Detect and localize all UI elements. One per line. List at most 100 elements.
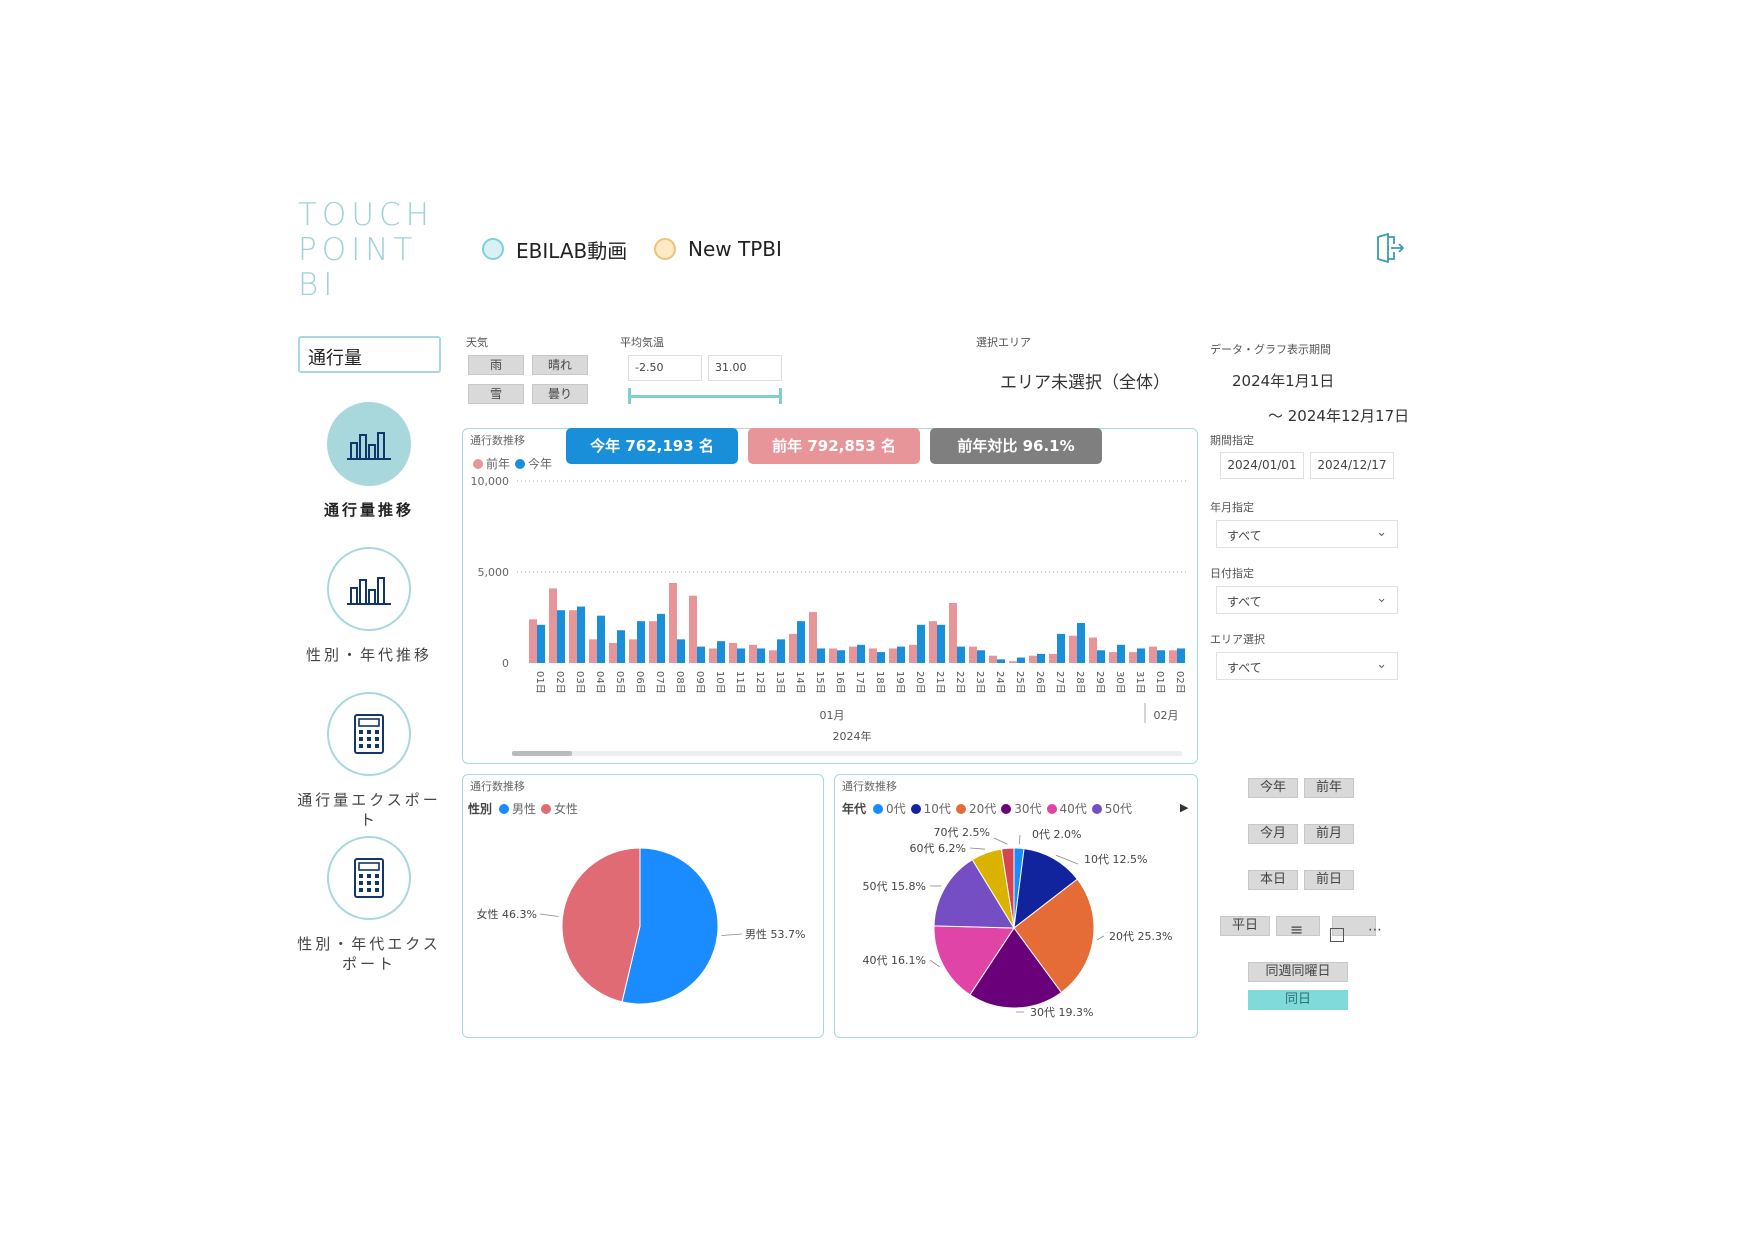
range-end-input[interactable]: 2024/12/17 <box>1310 452 1394 479</box>
ebilab-video-link[interactable]: EBILAB動画 <box>482 234 627 264</box>
slice-age-30[interactable] <box>969 927 1063 1009</box>
weather-cloudy-button[interactable]: 曇り <box>532 384 588 404</box>
bar-last-year[interactable] <box>989 655 997 663</box>
today-button[interactable]: 本日 <box>1248 870 1298 890</box>
bar-this-year[interactable] <box>717 641 725 663</box>
new-tpbi-link[interactable]: New TPBI <box>654 234 782 264</box>
bar-last-year[interactable] <box>549 588 557 663</box>
bar-last-year[interactable] <box>1089 637 1097 663</box>
bar-last-year[interactable] <box>1069 635 1077 663</box>
bar-this-year[interactable] <box>937 624 945 663</box>
bar-this-year[interactable] <box>837 650 845 663</box>
bar-last-year[interactable] <box>729 642 737 663</box>
bar-this-year[interactable] <box>1157 650 1165 663</box>
bar-last-year[interactable] <box>829 648 837 663</box>
nav-traffic-trend[interactable]: 通行量推移 <box>294 402 444 520</box>
bar-this-year[interactable] <box>597 615 605 663</box>
horizontal-scrollbar[interactable] <box>512 751 1182 756</box>
exit-icon[interactable] <box>1376 233 1404 263</box>
last-month-button[interactable]: 前月 <box>1304 824 1354 844</box>
bar-this-year[interactable] <box>657 613 665 663</box>
slice-age-40[interactable] <box>933 925 1015 996</box>
slice-age-50[interactable] <box>933 859 1015 929</box>
bar-this-year[interactable] <box>797 621 805 663</box>
temperature-max-input[interactable]: 31.00 <box>708 355 782 381</box>
bar-this-year[interactable] <box>577 606 585 663</box>
bar-this-year[interactable] <box>1017 657 1025 663</box>
range-start-input[interactable]: 2024/01/01 <box>1220 452 1304 479</box>
bar-last-year[interactable] <box>629 639 637 663</box>
last-year-button[interactable]: 前年 <box>1304 778 1354 798</box>
bar-last-year[interactable] <box>1029 655 1037 663</box>
bar-this-year[interactable] <box>957 646 965 663</box>
slider-handle-max[interactable] <box>779 388 782 404</box>
bar-last-year[interactable] <box>909 644 917 663</box>
temperature-min-input[interactable]: -2.50 <box>628 355 702 381</box>
temperature-slider[interactable] <box>630 395 782 398</box>
this-month-button[interactable]: 今月 <box>1248 824 1298 844</box>
slice-age-70[interactable] <box>1000 847 1015 929</box>
obscured-button[interactable] <box>1276 916 1320 936</box>
metric-select[interactable]: 通行量 <box>298 336 441 373</box>
bar-this-year[interactable] <box>677 639 685 663</box>
weekday-button[interactable]: 平日 <box>1220 916 1270 936</box>
bar-this-year[interactable] <box>697 646 705 663</box>
bar-this-year[interactable] <box>1117 644 1125 663</box>
bar-this-year[interactable] <box>817 648 825 663</box>
bar-this-year[interactable] <box>1057 633 1065 663</box>
area-select-dropdown[interactable]: すべて ⌄ <box>1216 652 1398 680</box>
slice-female[interactable] <box>561 847 641 1003</box>
bar-last-year[interactable] <box>949 602 957 663</box>
bar-this-year[interactable] <box>897 646 905 663</box>
bar-this-year[interactable] <box>857 644 865 663</box>
legend-next-icon[interactable]: ▶ <box>1180 801 1189 814</box>
bar-last-year[interactable] <box>529 619 537 663</box>
bar-this-year[interactable] <box>1037 653 1045 663</box>
bar-this-year[interactable] <box>997 659 1005 663</box>
bar-last-year[interactable] <box>689 595 697 663</box>
day-dropdown[interactable]: すべて ⌄ <box>1216 586 1398 614</box>
scrollbar-thumb[interactable] <box>512 751 572 756</box>
this-year-button[interactable]: 今年 <box>1248 778 1298 798</box>
bar-this-year[interactable] <box>637 621 645 663</box>
yesterday-button[interactable]: 前日 <box>1304 870 1354 890</box>
bar-this-year[interactable] <box>617 630 625 663</box>
year-month-dropdown[interactable]: すべて ⌄ <box>1216 520 1398 548</box>
bar-this-year[interactable] <box>1137 648 1145 663</box>
slice-male[interactable] <box>621 847 719 1005</box>
bar-this-year[interactable] <box>557 610 565 663</box>
slice-age-20[interactable] <box>1013 878 1095 994</box>
bar-last-year[interactable] <box>1049 653 1057 663</box>
bar-last-year[interactable] <box>569 610 577 663</box>
bar-last-year[interactable] <box>749 644 757 663</box>
bar-last-year[interactable] <box>969 646 977 663</box>
bar-this-year[interactable] <box>877 652 885 663</box>
bar-this-year[interactable] <box>777 639 785 663</box>
bar-this-year[interactable] <box>1077 622 1085 663</box>
bar-last-year[interactable] <box>589 639 597 663</box>
slice-age-10[interactable] <box>1013 848 1079 930</box>
bar-this-year[interactable] <box>977 650 985 663</box>
weather-rain-button[interactable]: 雨 <box>468 355 524 375</box>
bar-last-year[interactable] <box>1149 646 1157 663</box>
weather-snow-button[interactable]: 雪 <box>468 384 524 404</box>
more-options-icon[interactable]: ⋯ <box>1368 922 1382 938</box>
bar-last-year[interactable] <box>789 633 797 663</box>
bar-last-year[interactable] <box>869 648 877 663</box>
same-week-weekday-button[interactable]: 同週同曜日 <box>1248 962 1348 982</box>
bar-last-year[interactable] <box>609 642 617 663</box>
bar-this-year[interactable] <box>757 648 765 663</box>
bar-last-year[interactable] <box>1109 652 1117 663</box>
bar-last-year[interactable] <box>769 650 777 663</box>
bar-this-year[interactable] <box>1097 650 1105 663</box>
bar-this-year[interactable] <box>737 648 745 663</box>
bar-this-year[interactable] <box>1177 648 1185 663</box>
nav-traffic-export[interactable]: 通行量エクスポート <box>294 692 444 830</box>
weather-sunny-button[interactable]: 晴れ <box>532 355 588 375</box>
bar-this-year[interactable] <box>917 624 925 663</box>
bar-last-year[interactable] <box>1009 661 1017 663</box>
nav-gender-age-export[interactable]: 性別・年代エクスポート <box>294 836 444 974</box>
focus-mode-icon[interactable] <box>1330 928 1344 942</box>
bar-last-year[interactable] <box>849 646 857 663</box>
bar-this-year[interactable] <box>537 624 545 663</box>
